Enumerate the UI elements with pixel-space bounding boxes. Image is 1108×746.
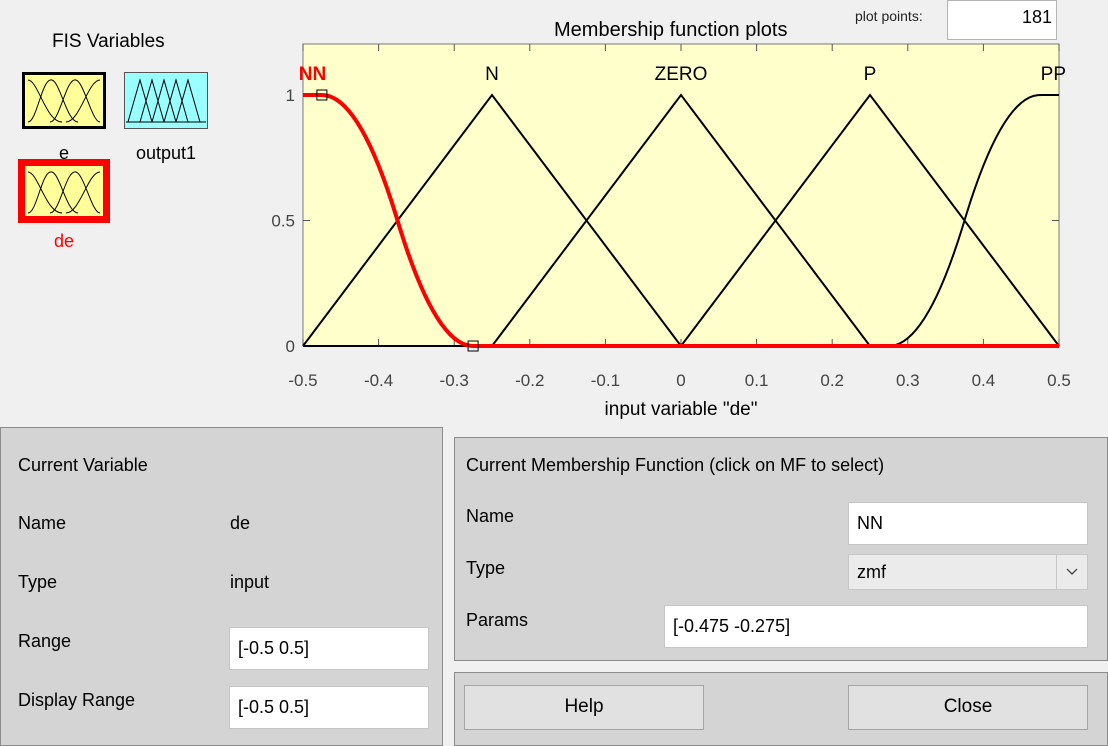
- variable-name-value: de: [230, 513, 251, 533]
- x-tick-label: 0.1: [745, 371, 769, 390]
- mf-type-select[interactable]: zmf: [848, 554, 1088, 590]
- chevron-down-icon[interactable]: [1056, 555, 1087, 589]
- membership-function-plot[interactable]: -0.5 -0.4 -0.3 -0.2 -0.1 0 0.1 0.2 0.3 0.4 0.5 0 0.5…: [260, 40, 1100, 422]
- y-tick-label: 0: [286, 337, 295, 356]
- current-mf-title: Current Membership Function (click on MF…: [466, 455, 885, 475]
- help-button[interactable]: Help: [464, 685, 704, 730]
- x-tick-label: 0.4: [972, 371, 996, 390]
- x-tick-label: -0.3: [440, 371, 469, 390]
- x-tick-label: -0.4: [364, 371, 393, 390]
- mf-name-input[interactable]: NN: [848, 502, 1088, 545]
- plot-points-input[interactable]: 181: [947, 0, 1057, 40]
- variable-output1-box[interactable]: [124, 72, 208, 129]
- plot-points-label: plot points:: [855, 8, 923, 24]
- mf-label-nn[interactable]: NN: [299, 64, 326, 85]
- mf-curve-nn[interactable]: [303, 93, 1059, 348]
- close-button[interactable]: Close: [848, 685, 1088, 730]
- display-range-label: Display Range: [18, 690, 136, 710]
- x-tick-label: 0.3: [896, 371, 920, 390]
- mf-params-label: Params: [466, 610, 529, 630]
- x-tick-label: 0.5: [1047, 371, 1071, 390]
- x-axis-label: input variable "de": [605, 399, 758, 420]
- variable-e-box[interactable]: [22, 72, 106, 129]
- x-tick-label: -0.5: [288, 371, 317, 390]
- variable-type-label: Type: [18, 572, 58, 592]
- mf-param-handle[interactable]: [467, 340, 479, 352]
- input-mf-icon: [18, 159, 110, 223]
- mf-label-zero[interactable]: ZERO: [655, 64, 708, 85]
- x-tick-label: -0.1: [591, 371, 620, 390]
- mf-param-handle[interactable]: [316, 89, 328, 101]
- x-tick-label: -0.2: [515, 371, 544, 390]
- plot-title: Membership function plots: [554, 19, 788, 41]
- mf-type-label: Type: [466, 558, 506, 578]
- y-tick-label: 0.5: [271, 212, 295, 231]
- current-variable-panel: Current Variable Name de Type input Rang…: [0, 427, 443, 746]
- mf-label-pp[interactable]: PP: [1041, 64, 1066, 85]
- variable-output1-label: output1: [135, 143, 197, 163]
- variable-type-value: input: [230, 572, 270, 592]
- mf-name-label: Name: [466, 506, 515, 526]
- display-range-input[interactable]: [-0.5 0.5]: [229, 686, 429, 729]
- variable-de-box[interactable]: [18, 159, 110, 223]
- mf-label-p[interactable]: P: [864, 64, 877, 85]
- range-input[interactable]: [-0.5 0.5]: [229, 627, 429, 670]
- mf-type-value: zmf: [857, 562, 886, 582]
- y-tick-label: 1: [286, 86, 295, 105]
- current-variable-title: Current Variable: [18, 455, 148, 475]
- x-tick-label: 0.2: [820, 371, 844, 390]
- current-mf-panel: Current Membership Function (click on MF…: [454, 437, 1108, 661]
- input-mf-icon: [22, 72, 106, 129]
- mf-params-input[interactable]: [-0.475 -0.275]: [664, 605, 1088, 648]
- output-mf-icon: [124, 72, 208, 129]
- x-tick-label: 0: [676, 371, 685, 390]
- range-label: Range: [18, 631, 72, 651]
- fis-variables-title: FIS Variables: [52, 31, 165, 52]
- variable-e-label: e: [58, 143, 69, 163]
- button-panel: Help Close: [454, 672, 1108, 746]
- mf-label-n[interactable]: N: [485, 64, 499, 85]
- variable-name-label: Name: [18, 513, 67, 533]
- variable-de-label: de: [53, 231, 75, 251]
